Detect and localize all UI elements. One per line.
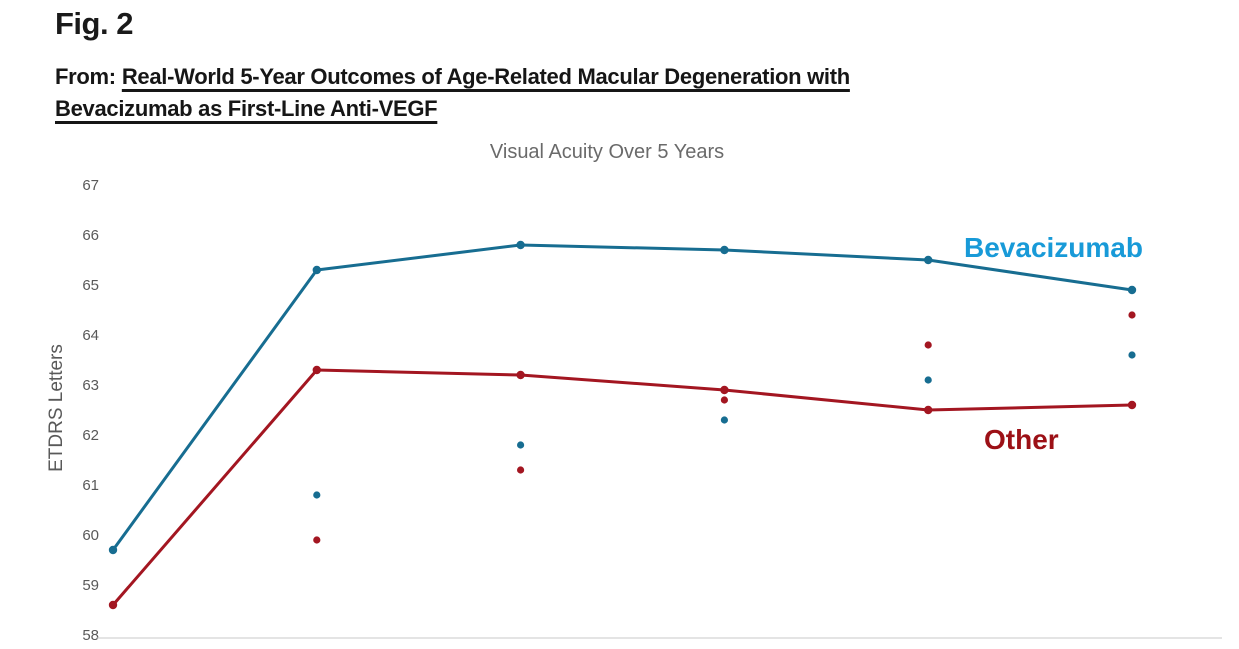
y-tick-label: 64 — [82, 327, 99, 344]
data-point-bevacizumab — [312, 265, 321, 275]
scatter-point-bevacizumab-secondary-points — [517, 441, 525, 449]
y-tick-label: 63 — [82, 377, 99, 394]
data-point-bevacizumab — [720, 245, 729, 255]
article-title-block: From: Real-World 5-Year Outcomes of Age-R… — [55, 61, 1015, 125]
scatter-point-bevacizumab-secondary-points — [720, 416, 729, 424]
y-tick-label: 59 — [82, 577, 99, 594]
y-tick-label: 62 — [82, 427, 99, 444]
scatter-point-bevacizumab-secondary-points — [313, 491, 321, 499]
data-point-bevacizumab — [924, 255, 933, 265]
y-tick-label: 61 — [82, 477, 99, 494]
y-axis-label: ETDRS Letters — [46, 344, 67, 472]
data-point-other — [108, 600, 118, 610]
scatter-point-other-secondary-points — [720, 396, 729, 404]
scatter-point-other-secondary-points — [517, 466, 525, 474]
y-tick-label: 60 — [82, 527, 99, 544]
data-point-other — [924, 405, 933, 415]
series-line-other — [111, 368, 1134, 607]
series-label-bevacizumab: Bevacizumab — [964, 232, 1143, 263]
series-line-bevacizumab — [111, 243, 1134, 552]
scatter-point-other-secondary-points — [924, 341, 932, 349]
data-point-other — [312, 365, 321, 375]
scatter-point-other-secondary-points — [313, 536, 321, 544]
y-tick-label: 67 — [82, 177, 99, 194]
data-point-bevacizumab — [1127, 285, 1137, 295]
data-point-other — [1127, 400, 1137, 410]
data-point-bevacizumab — [108, 545, 118, 555]
y-tick-label: 65 — [82, 277, 99, 294]
y-tick-label: 58 — [82, 627, 99, 644]
scatter-point-bevacizumab-secondary-points — [924, 376, 932, 384]
chart-title: Visual Acuity Over 5 Years — [490, 141, 724, 163]
data-point-bevacizumab — [516, 240, 525, 250]
y-tick-label: 66 — [82, 227, 99, 244]
article-title-line1[interactable]: Real-World 5-Year Outcomes of Age-Relate… — [121, 64, 850, 89]
from-prefix: From: — [55, 64, 116, 89]
article-title-line2[interactable]: Bevacizumab as First-Line Anti-VEGF — [55, 96, 438, 121]
series-label-other: Other — [984, 424, 1059, 455]
data-point-other — [516, 370, 525, 380]
scatter-point-other-secondary-points — [1128, 311, 1136, 319]
scatter-point-bevacizumab-secondary-points — [1128, 351, 1136, 359]
data-point-other — [720, 385, 729, 395]
figure-label: Fig. 2 — [55, 6, 133, 41]
